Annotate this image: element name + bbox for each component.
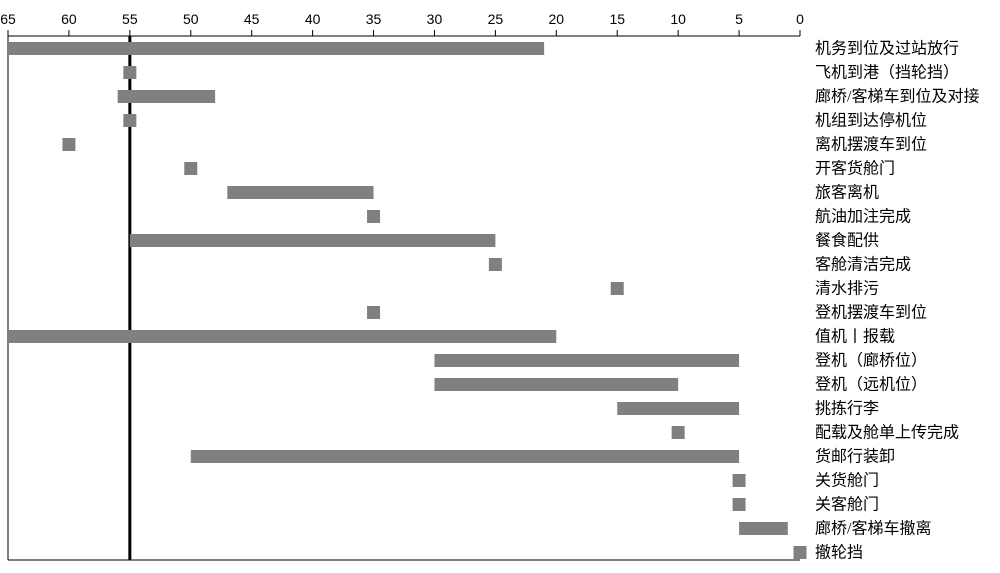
task-point	[367, 210, 380, 223]
task-bar	[739, 522, 788, 535]
row-label: 廊桥/客梯车到位及对接	[815, 88, 979, 106]
row-label: 客舱清洁完成	[815, 256, 911, 274]
x-tick-label: 15	[609, 11, 625, 27]
gantt-chart: 65605550454035302520151050机务到位及过站放行飞机到港（…	[0, 0, 1000, 573]
row-label: 机务到位及过站放行	[815, 40, 959, 58]
x-tick-label: 35	[366, 11, 382, 27]
row-label: 关货舱门	[815, 472, 879, 490]
x-tick-label: 0	[796, 11, 804, 27]
task-bar	[118, 90, 215, 103]
task-point	[184, 162, 197, 175]
row-label: 旅客离机	[815, 184, 879, 202]
task-point	[733, 498, 746, 511]
task-point	[367, 306, 380, 319]
row-label: 配载及舱单上传完成	[815, 424, 959, 442]
row-label: 餐食配供	[815, 232, 879, 250]
row-label: 离机摆渡车到位	[815, 136, 927, 154]
row-label: 关客舱门	[815, 496, 879, 514]
x-tick-label: 55	[122, 11, 138, 27]
row-label: 机组到达停机位	[815, 112, 927, 130]
row-label: 飞机到港（挡轮挡）	[815, 64, 959, 82]
task-point	[62, 138, 75, 151]
row-label: 撤轮挡	[815, 544, 863, 562]
x-tick-label: 5	[735, 11, 743, 27]
x-tick-label: 30	[427, 11, 443, 27]
task-bar	[434, 378, 678, 391]
task-point	[611, 282, 624, 295]
row-label: 登机（远机位）	[815, 376, 927, 394]
task-point	[123, 66, 136, 79]
x-tick-label: 25	[488, 11, 504, 27]
task-bar	[191, 450, 739, 463]
row-label: 廊桥/客梯车撤离	[815, 520, 931, 538]
x-tick-label: 40	[305, 11, 321, 27]
task-point	[123, 114, 136, 127]
x-tick-label: 20	[549, 11, 565, 27]
task-bar	[8, 42, 544, 55]
task-point	[489, 258, 502, 271]
row-label: 登机（廊桥位）	[815, 352, 927, 370]
row-label: 清水排污	[815, 280, 879, 298]
x-tick-label: 45	[244, 11, 260, 27]
x-tick-label: 60	[61, 11, 77, 27]
x-tick-label: 50	[183, 11, 199, 27]
task-point	[733, 474, 746, 487]
task-point	[794, 546, 807, 559]
row-label: 货邮行装卸	[815, 448, 895, 466]
x-tick-label: 65	[0, 11, 16, 27]
task-bar	[434, 354, 739, 367]
task-point	[672, 426, 685, 439]
row-label: 登机摆渡车到位	[815, 304, 927, 322]
row-label: 值机丨报载	[815, 328, 895, 346]
x-tick-label: 10	[670, 11, 686, 27]
task-bar	[8, 330, 556, 343]
task-bar	[130, 234, 496, 247]
task-bar	[617, 402, 739, 415]
task-bar	[227, 186, 373, 199]
row-label: 航油加注完成	[815, 208, 911, 226]
row-label: 挑拣行李	[815, 400, 879, 418]
row-label: 开客货舱门	[815, 160, 895, 178]
